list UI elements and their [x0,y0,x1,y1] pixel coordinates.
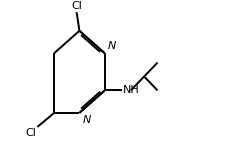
Text: NH: NH [122,86,139,96]
Text: N: N [82,115,90,125]
Text: Cl: Cl [71,1,82,11]
Text: N: N [107,41,115,51]
Text: Cl: Cl [25,128,36,138]
